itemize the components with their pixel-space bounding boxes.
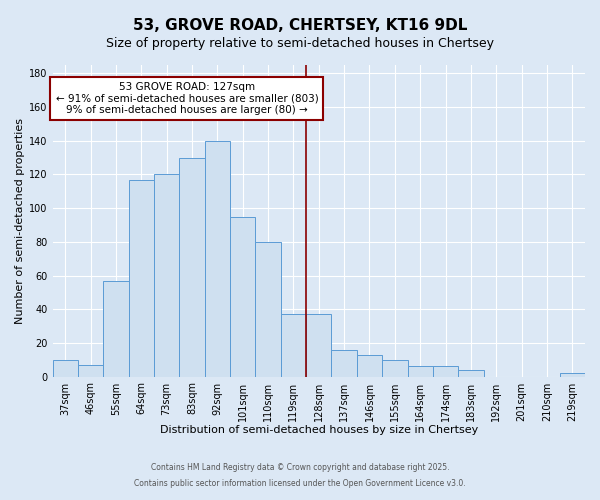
Bar <box>281 314 306 376</box>
Bar <box>433 366 458 376</box>
Text: Size of property relative to semi-detached houses in Chertsey: Size of property relative to semi-detach… <box>106 38 494 51</box>
Bar <box>331 350 357 376</box>
Bar <box>306 314 331 376</box>
Bar <box>154 174 179 376</box>
Bar <box>128 180 154 376</box>
Text: 53, GROVE ROAD, CHERTSEY, KT16 9DL: 53, GROVE ROAD, CHERTSEY, KT16 9DL <box>133 18 467 32</box>
Y-axis label: Number of semi-detached properties: Number of semi-detached properties <box>15 118 25 324</box>
Bar <box>407 366 433 376</box>
Text: 53 GROVE ROAD: 127sqm
← 91% of semi-detached houses are smaller (803)
9% of semi: 53 GROVE ROAD: 127sqm ← 91% of semi-deta… <box>56 82 318 115</box>
Bar <box>179 158 205 376</box>
Bar <box>458 370 484 376</box>
Text: Contains HM Land Registry data © Crown copyright and database right 2025.: Contains HM Land Registry data © Crown c… <box>151 464 449 472</box>
Bar <box>103 280 128 376</box>
Bar <box>53 360 78 376</box>
Bar <box>230 216 256 376</box>
X-axis label: Distribution of semi-detached houses by size in Chertsey: Distribution of semi-detached houses by … <box>160 425 478 435</box>
Bar <box>382 360 407 376</box>
Text: Contains public sector information licensed under the Open Government Licence v3: Contains public sector information licen… <box>134 478 466 488</box>
Bar <box>256 242 281 376</box>
Bar <box>205 141 230 376</box>
Bar <box>560 373 585 376</box>
Bar <box>357 354 382 376</box>
Bar <box>78 365 103 376</box>
